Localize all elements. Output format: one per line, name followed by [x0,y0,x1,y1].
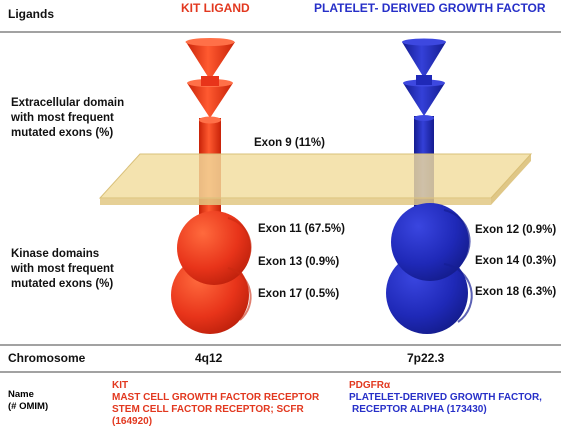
chromosome-label: Chromosome [8,351,86,365]
name-label: Name (# OMIM) [8,389,49,412]
pdgfra-chromosome: 7p22.3 [407,351,445,365]
cell-membrane [98,153,533,205]
pdgfra-name-block: PDGFRα PLATELET-DERIVED GROWTH FACTOR, R… [349,380,542,415]
kit-exon-13: Exon 13 (0.9%) [258,256,340,268]
pdgfra-receptor-kinase [386,203,473,334]
kit-chromosome: 4q12 [195,351,223,365]
kit-exon-11: Exon 11 (67.5%) [258,223,345,235]
ligands-label: Ligands [8,7,55,21]
kit-exon-9: Exon 9 (11%) [254,137,325,149]
pdgfra-exon-14: Exon 14 (0.3%) [475,255,557,267]
kinase-label: Kinase domains with most frequent mutate… [11,248,114,290]
kit-ligand-title: KIT LIGAND [181,1,250,15]
extracellular-label: Extracellular domain with most frequent … [11,97,125,139]
pdgf-ligand-title: PLATELET- DERIVED GROWTH FACTOR [314,1,546,15]
kit-name-block: KIT MAST CELL GROWTH FACTOR RECEPTOR STE… [112,380,320,427]
kit-exon-17: Exon 17 (0.5%) [258,288,340,300]
pdgfra-exon-12: Exon 12 (0.9%) [475,224,557,236]
pdgfra-exon-18: Exon 18 (6.3%) [475,286,557,298]
kit-receptor-kinase [171,205,252,334]
